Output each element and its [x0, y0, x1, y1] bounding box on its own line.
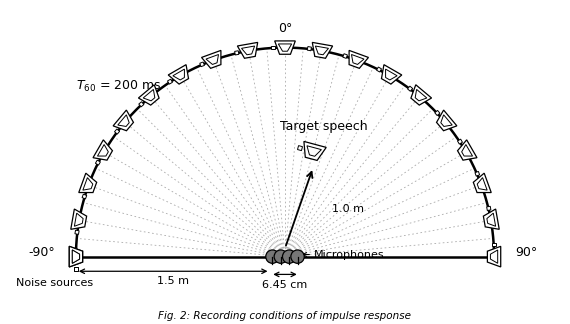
Polygon shape	[206, 54, 218, 64]
Polygon shape	[377, 67, 381, 72]
Polygon shape	[71, 209, 87, 229]
Polygon shape	[298, 145, 303, 151]
Text: Noise sources: Noise sources	[17, 278, 93, 287]
Polygon shape	[381, 65, 402, 84]
Polygon shape	[304, 141, 326, 160]
Polygon shape	[139, 85, 159, 105]
Polygon shape	[173, 69, 185, 80]
Polygon shape	[315, 46, 328, 55]
Polygon shape	[70, 246, 83, 267]
Circle shape	[283, 250, 296, 263]
Polygon shape	[408, 86, 413, 91]
Polygon shape	[202, 51, 221, 68]
Polygon shape	[95, 160, 100, 165]
Polygon shape	[74, 213, 83, 226]
Polygon shape	[385, 69, 397, 80]
Polygon shape	[352, 54, 364, 64]
Polygon shape	[79, 173, 97, 192]
Polygon shape	[82, 194, 87, 199]
Polygon shape	[278, 44, 292, 51]
Polygon shape	[237, 42, 258, 58]
Polygon shape	[490, 250, 498, 263]
Polygon shape	[113, 110, 133, 131]
Text: 90°: 90°	[515, 246, 537, 259]
Polygon shape	[343, 54, 348, 58]
Polygon shape	[72, 250, 80, 263]
Polygon shape	[435, 110, 440, 116]
Text: $T_{60}$ = 200 ms: $T_{60}$ = 200 ms	[76, 79, 161, 94]
Circle shape	[274, 250, 287, 263]
Polygon shape	[458, 140, 477, 160]
Polygon shape	[415, 89, 427, 101]
Polygon shape	[93, 140, 112, 160]
Text: 0°: 0°	[278, 22, 292, 35]
Polygon shape	[477, 178, 487, 190]
Polygon shape	[441, 115, 452, 126]
Polygon shape	[483, 209, 499, 229]
Polygon shape	[349, 51, 368, 68]
Polygon shape	[271, 46, 275, 49]
Polygon shape	[307, 47, 311, 51]
Polygon shape	[74, 267, 78, 271]
Polygon shape	[462, 145, 473, 156]
Polygon shape	[235, 51, 239, 55]
Polygon shape	[115, 129, 120, 134]
Polygon shape	[437, 110, 457, 131]
Circle shape	[291, 250, 304, 263]
Polygon shape	[492, 243, 496, 246]
Polygon shape	[200, 62, 205, 67]
Text: Fig. 2: Recording conditions of impulse response: Fig. 2: Recording conditions of impulse …	[158, 311, 412, 321]
Circle shape	[266, 250, 279, 263]
Polygon shape	[74, 267, 78, 271]
Text: Target speech: Target speech	[280, 120, 368, 133]
Polygon shape	[475, 171, 479, 176]
Polygon shape	[72, 250, 80, 263]
Polygon shape	[139, 102, 144, 107]
Polygon shape	[275, 41, 295, 54]
Polygon shape	[473, 173, 491, 192]
Polygon shape	[487, 206, 491, 211]
Polygon shape	[242, 46, 255, 55]
Polygon shape	[97, 145, 108, 156]
Polygon shape	[312, 42, 333, 58]
Polygon shape	[487, 246, 500, 267]
Polygon shape	[118, 115, 129, 126]
Text: 1.0 m: 1.0 m	[332, 204, 364, 214]
Polygon shape	[70, 246, 83, 267]
Polygon shape	[83, 178, 93, 190]
Polygon shape	[458, 139, 462, 144]
Text: -90°: -90°	[28, 246, 55, 259]
Text: 1.5 m: 1.5 m	[157, 276, 189, 286]
Polygon shape	[411, 85, 431, 105]
Polygon shape	[168, 79, 173, 84]
Polygon shape	[143, 89, 155, 101]
Polygon shape	[75, 230, 79, 234]
Text: 6.45 cm: 6.45 cm	[262, 280, 308, 290]
Polygon shape	[307, 146, 321, 156]
Polygon shape	[168, 65, 189, 84]
Polygon shape	[487, 213, 496, 226]
Text: Microphones: Microphones	[314, 249, 385, 260]
